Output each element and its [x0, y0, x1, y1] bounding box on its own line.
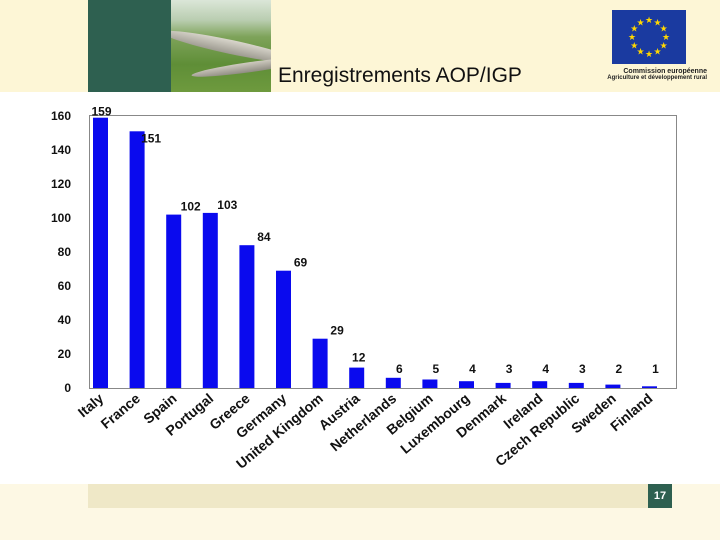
eu-star-icon: ★	[653, 17, 661, 27]
bar	[532, 381, 548, 388]
eu-star-icon: ★	[628, 32, 636, 42]
bar	[93, 117, 108, 388]
x-tick-label: Finland	[607, 390, 655, 434]
bar	[642, 386, 657, 388]
data-label: 4	[469, 362, 476, 376]
bar	[202, 212, 218, 388]
data-label: 6	[396, 362, 403, 376]
bar	[495, 382, 511, 388]
x-tick-label: France	[98, 390, 144, 432]
bar	[166, 214, 182, 388]
data-label: 5	[433, 362, 440, 376]
commission-logo-text: Commission européenne Agriculture et dév…	[577, 68, 707, 81]
y-tick-label: 80	[58, 245, 72, 259]
bar	[422, 379, 438, 388]
data-label: 2	[616, 362, 623, 376]
data-label: 159	[91, 105, 111, 119]
bar	[605, 384, 621, 388]
data-label: 29	[330, 324, 344, 338]
data-label: 151	[141, 131, 161, 145]
eu-star-icon: ★	[645, 15, 653, 25]
data-label: 1	[652, 362, 659, 376]
bar	[568, 382, 584, 388]
eu-star-icon: ★	[636, 47, 644, 57]
eu-star-icon: ★	[653, 47, 661, 57]
eu-flag-icon: ★ ★ ★ ★ ★ ★ ★ ★ ★ ★ ★ ★	[612, 10, 686, 64]
chart-area	[0, 92, 720, 484]
eu-star-icon: ★	[660, 24, 668, 34]
data-label: 4	[542, 362, 549, 376]
data-label: 103	[217, 198, 237, 212]
commission-dg: Agriculture et développement rural	[607, 75, 707, 81]
y-tick-label: 60	[58, 279, 72, 293]
eu-star-icon: ★	[630, 24, 638, 34]
eu-star-icon: ★	[636, 17, 644, 27]
y-tick-label: 120	[51, 177, 71, 191]
bar	[385, 377, 401, 388]
bar	[349, 367, 365, 388]
plot-frame	[89, 115, 677, 389]
y-tick-label: 40	[58, 313, 72, 327]
data-label: 3	[579, 362, 586, 376]
y-tick-label: 100	[51, 211, 71, 225]
y-tick-label: 0	[64, 381, 71, 395]
eu-star-icon: ★	[630, 41, 638, 51]
data-label: 12	[352, 351, 366, 365]
header-green-block	[88, 0, 171, 92]
page-number: 17	[648, 484, 672, 508]
bar	[276, 270, 291, 388]
eu-star-icon: ★	[662, 32, 670, 42]
eu-star-icon: ★	[645, 49, 653, 59]
y-tick-label: 160	[51, 109, 71, 123]
footer-band	[88, 484, 648, 508]
slide-title: Enregistrements AOP/IGP	[278, 64, 522, 87]
bar	[459, 381, 474, 388]
data-label: 69	[294, 256, 308, 270]
bar	[129, 131, 145, 389]
data-label: 3	[506, 362, 513, 376]
landscape-photo	[171, 0, 271, 92]
y-tick-label: 140	[51, 143, 71, 157]
data-label: 84	[257, 230, 271, 244]
bar	[312, 338, 328, 388]
bar	[239, 245, 255, 388]
data-label: 102	[181, 200, 201, 214]
y-tick-label: 20	[58, 347, 72, 361]
eu-star-icon: ★	[660, 41, 668, 51]
commission-name: Commission européenne	[623, 68, 707, 75]
